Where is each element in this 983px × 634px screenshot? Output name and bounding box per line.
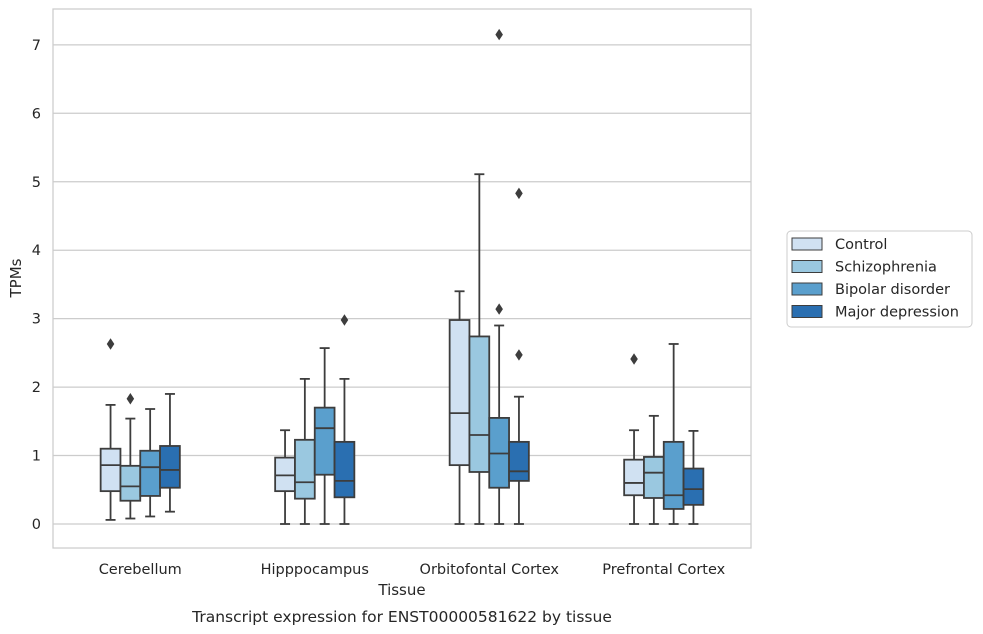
box (333, 440, 356, 499)
box (662, 440, 685, 510)
legend-swatch (791, 282, 823, 296)
box (468, 335, 491, 473)
box (508, 440, 530, 482)
legend-swatch (791, 305, 823, 318)
box-group (313, 347, 336, 525)
outlier-marker (515, 187, 523, 200)
y-tick-label: 2 (32, 380, 41, 396)
boxes (99, 28, 705, 525)
box-group (662, 343, 685, 525)
x-tick-label: Orbitofontal Cortex (420, 562, 560, 578)
box-group (333, 314, 356, 525)
x-tick-labels: Cerebellum Hipppocampus Orbitofontal Corte… (99, 562, 726, 578)
legend-frame (786, 230, 973, 328)
box (643, 456, 665, 499)
box-group (682, 430, 705, 525)
chart-caption: Transcript expression for ENST0000058162… (191, 608, 612, 626)
box (99, 447, 122, 493)
y-axis-label: TPMs (7, 258, 25, 298)
box-group (508, 187, 530, 525)
outlier-marker (630, 353, 638, 365)
legend-label: Major depression (835, 305, 959, 321)
box-group (99, 338, 122, 521)
y-tick-label: 6 (32, 106, 41, 122)
x-tick-label: Hipppocampus (261, 562, 369, 578)
y-tick-label: 3 (32, 312, 41, 328)
box-group (468, 173, 491, 525)
legend-swatch (791, 237, 823, 251)
box-group (159, 393, 181, 513)
box-group (139, 408, 161, 518)
box-group (294, 377, 316, 525)
box (159, 445, 181, 489)
box (139, 449, 161, 497)
outlier-marker (126, 393, 135, 405)
box (448, 319, 471, 467)
legend-label: Schizophrenia (835, 260, 937, 276)
outlier-marker (340, 314, 349, 326)
y-tick-label: 5 (32, 175, 41, 191)
outlier-marker (515, 349, 523, 361)
outlier-marker (495, 303, 503, 315)
y-tick-label: 4 (32, 243, 41, 259)
box (274, 456, 296, 493)
box (682, 467, 705, 506)
legend-swatch (791, 260, 823, 273)
legend-label: Control (835, 237, 887, 253)
outlier-marker (106, 338, 115, 350)
y-tick-label: 7 (32, 38, 41, 54)
x-tick-label: Prefrontal Cortex (602, 562, 725, 578)
box (294, 438, 316, 500)
box (313, 406, 336, 476)
box-group (623, 353, 645, 525)
outlier-marker (495, 28, 503, 41)
x-tick-label: Cerebellum (99, 562, 182, 578)
box (623, 458, 645, 497)
y-tick-label: 0 (32, 517, 41, 533)
box-group (643, 414, 665, 525)
y-tick-label: 1 (32, 449, 41, 465)
box-group (119, 393, 142, 520)
box (119, 464, 142, 502)
x-axis-label: Tissue (377, 581, 425, 599)
box-group (274, 429, 296, 525)
legend-label: Bipolar disorder (835, 282, 950, 298)
y-tick-labels: 0 1 2 3 4 5 6 7 (32, 38, 41, 533)
legend: Control Schizophrenia Bipolar disorder Majo… (786, 230, 973, 328)
